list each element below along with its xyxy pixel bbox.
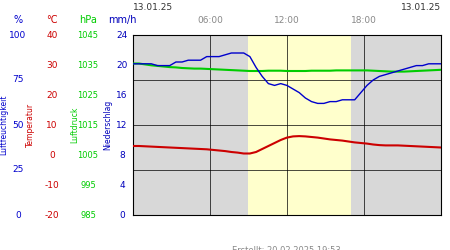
Text: 8: 8: [119, 150, 125, 160]
Text: 10: 10: [46, 120, 58, 130]
Text: °C: °C: [46, 15, 58, 25]
Text: -20: -20: [45, 210, 59, 220]
Text: 13.01.25: 13.01.25: [133, 2, 173, 12]
Text: 40: 40: [46, 30, 58, 40]
Text: 995: 995: [80, 180, 96, 190]
Text: 1045: 1045: [77, 30, 99, 40]
Text: 1005: 1005: [77, 150, 99, 160]
Text: 30: 30: [46, 60, 58, 70]
Text: 4: 4: [119, 180, 125, 190]
Text: 16: 16: [116, 90, 128, 100]
Text: Luftdruck: Luftdruck: [71, 107, 80, 143]
Text: 25: 25: [12, 166, 24, 174]
Text: mm/h: mm/h: [108, 15, 136, 25]
Bar: [248, 35, 351, 215]
Text: 20: 20: [46, 90, 58, 100]
Text: 0: 0: [119, 210, 125, 220]
Text: hPa: hPa: [79, 15, 97, 25]
Text: 12:00: 12:00: [274, 16, 300, 25]
Text: 0: 0: [15, 210, 21, 220]
Text: 18:00: 18:00: [351, 16, 377, 25]
Text: 0: 0: [49, 150, 55, 160]
Text: 985: 985: [80, 210, 96, 220]
Text: 24: 24: [117, 30, 128, 40]
Text: Erstellt: 20.02.2025 19:53: Erstellt: 20.02.2025 19:53: [233, 246, 341, 250]
Text: 1015: 1015: [77, 120, 99, 130]
Text: 12: 12: [116, 120, 128, 130]
Text: 13.01.25: 13.01.25: [401, 2, 441, 12]
Text: 1035: 1035: [77, 60, 99, 70]
Text: Temperatur: Temperatur: [26, 103, 35, 147]
Text: Niederschlag: Niederschlag: [104, 100, 112, 150]
Text: 100: 100: [9, 30, 27, 40]
Text: 75: 75: [12, 76, 24, 84]
Text: -10: -10: [45, 180, 59, 190]
Text: 20: 20: [116, 60, 128, 70]
Text: %: %: [14, 15, 22, 25]
Text: 50: 50: [12, 120, 24, 130]
Text: 06:00: 06:00: [197, 16, 223, 25]
Text: 1025: 1025: [77, 90, 99, 100]
Text: Luftfeuchtigkeit: Luftfeuchtigkeit: [0, 95, 9, 155]
